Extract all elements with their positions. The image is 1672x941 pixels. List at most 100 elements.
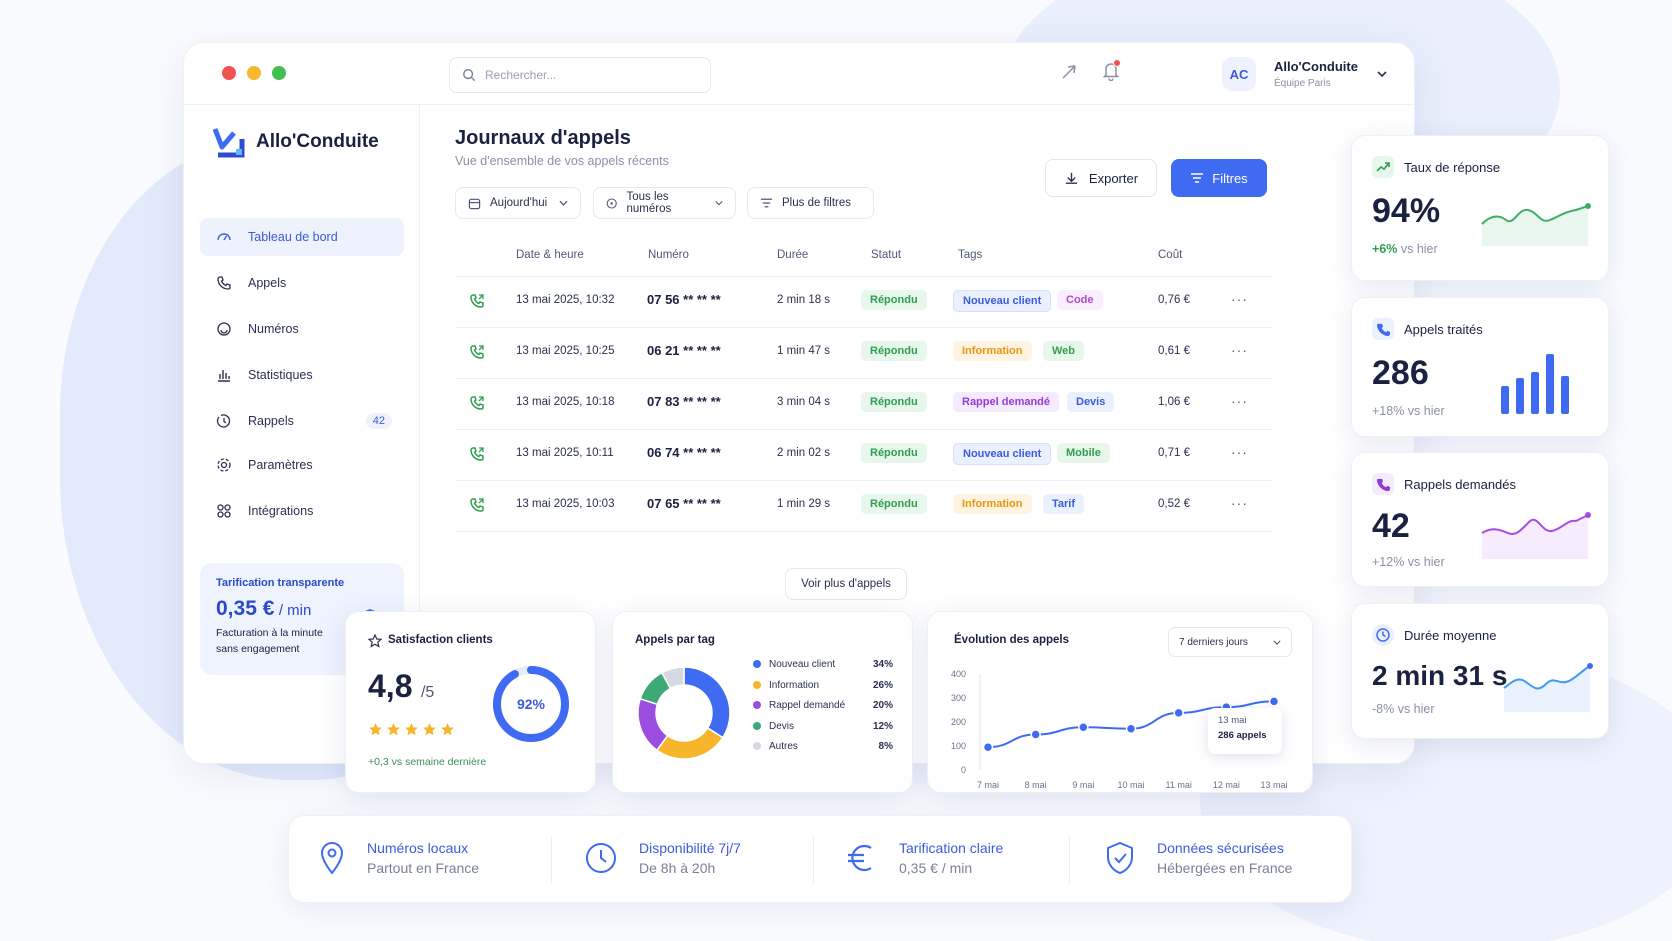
data-point[interactable] <box>1268 696 1280 707</box>
tag-badge: Nouveau client <box>953 290 1052 312</box>
donut-slice[interactable] <box>660 666 685 690</box>
legend-value: 26% <box>872 679 893 691</box>
data-point[interactable] <box>982 741 994 753</box>
column-header-tags[interactable]: Tags <box>958 249 983 261</box>
see-more-calls-button[interactable]: Voir plus d'appels <box>785 568 907 600</box>
user-name[interactable]: Allo'Conduite <box>1274 59 1358 74</box>
tag-badge: Tarif <box>1043 494 1085 514</box>
integrations-icon <box>216 503 232 519</box>
kpi-value: 286 <box>1372 354 1429 392</box>
kpi-value: 2 min 31 s <box>1372 660 1508 691</box>
y-tick-label: 400 <box>951 669 966 679</box>
table-row[interactable]: 13 mai 2025, 10:03 07 65 ** ** ** 1 min 29… <box>455 481 1273 532</box>
window-close-button[interactable] <box>222 66 236 80</box>
legend-label: Autres <box>769 741 798 752</box>
star-icon <box>386 722 401 742</box>
sidebar-item-integrations[interactable]: Intégrations <box>200 492 404 530</box>
row-actions-button[interactable]: ··· <box>1231 291 1248 307</box>
pricing-line2: sans engagement <box>216 643 300 655</box>
sidebar-item-calls[interactable]: Appels <box>200 264 404 302</box>
row-cost: 0,71 € <box>1158 447 1190 459</box>
data-point[interactable] <box>1173 707 1184 719</box>
column-header-date[interactable]: Date & heure <box>516 249 584 261</box>
table-row[interactable]: 13 mai 2025, 10:18 07 83 ** ** ** 3 min 04… <box>455 379 1273 430</box>
row-date: 13 mai 2025, 10:11 <box>516 447 614 459</box>
sidebar-item-dashboard[interactable]: Tableau de bord <box>200 218 404 256</box>
legend-label: Rappel demandé <box>769 700 846 711</box>
data-point[interactable] <box>1078 722 1089 733</box>
send-icon[interactable] <box>1060 63 1078 81</box>
donut-slice[interactable] <box>655 726 724 760</box>
table-row[interactable]: 13 mai 2025, 10:25 06 21 ** ** ** 1 min 47… <box>455 328 1273 379</box>
column-header-cost[interactable]: Coût <box>1158 249 1183 261</box>
table-row[interactable]: 13 mai 2025, 10:11 06 74 ** ** ** 2 min 02… <box>455 430 1273 481</box>
export-button[interactable]: Exporter <box>1045 159 1157 197</box>
sidebar-item-badge: 42 <box>365 413 392 429</box>
divider <box>813 836 814 884</box>
row-actions-button[interactable]: ··· <box>1231 495 1248 511</box>
feature-item: Données sécurisées Hébergées en France <box>1105 840 1292 876</box>
dashboard-icon <box>216 229 232 245</box>
y-tick-label: 0 <box>961 765 966 775</box>
sidebar-item-label: Paramètres <box>248 458 313 472</box>
feature-title: Données sécurisées <box>1157 840 1284 856</box>
donut-slice[interactable] <box>637 697 669 752</box>
data-point[interactable] <box>1030 729 1041 740</box>
tag-badge: Information <box>953 341 1032 361</box>
notifications-button[interactable] <box>1102 59 1121 86</box>
window-maximize-button[interactable] <box>272 66 286 80</box>
filters-button[interactable]: Filtres <box>1171 159 1267 197</box>
sidebar-item-label: Tableau de bord <box>248 230 338 244</box>
date-filter-dropdown[interactable]: Aujourd'hui <box>455 187 581 219</box>
donut-slice[interactable] <box>683 666 731 739</box>
row-number: 07 65 ** ** ** <box>647 496 721 511</box>
pricing-unit: / min <box>278 602 312 619</box>
kpi-delta: +6% <box>1372 242 1398 256</box>
export-label: Exporter <box>1088 170 1139 186</box>
chevron-down-icon[interactable] <box>1376 70 1388 78</box>
feature-subtitle: 0,35 € / min <box>899 860 973 876</box>
star-rating <box>368 722 455 742</box>
sidebar-item-numbers[interactable]: Numéros <box>200 310 404 348</box>
search-input[interactable]: Rechercher... <box>449 57 711 93</box>
filters-label: Filtres <box>1212 170 1248 186</box>
kpi-card-callbacks: Rappels demandés 42 +12% vs hier <box>1351 452 1609 587</box>
avatar[interactable]: AC <box>1222 57 1256 91</box>
column-header-number[interactable]: Numéro <box>648 249 689 261</box>
row-actions-button[interactable]: ··· <box>1231 393 1248 409</box>
window-minimize-button[interactable] <box>247 66 261 80</box>
divider <box>1069 836 1070 884</box>
pricing-line1: Facturation à la minute <box>216 627 323 639</box>
status-badge: Répondu <box>861 494 927 514</box>
kpi-label: Appels traités <box>1404 322 1483 337</box>
row-number: 06 21 ** ** ** <box>647 343 721 358</box>
notification-dot <box>1113 59 1121 67</box>
kpi-card-avg-duration: Durée moyenne 2 min 31 s -8% vs hier <box>1351 603 1609 739</box>
row-duration: 1 min 47 s <box>777 345 831 357</box>
sidebar-item-settings[interactable]: Paramètres <box>200 446 404 484</box>
numbers-filter-label: Tous les numéros <box>626 191 672 215</box>
feature-subtitle: Partout en France <box>367 860 480 876</box>
row-duration: 2 min 18 s <box>777 294 831 306</box>
phone-icon <box>216 275 232 291</box>
row-actions-button[interactable]: ··· <box>1231 444 1248 460</box>
status-badge: Répondu <box>861 443 927 463</box>
pricing-price: 0,35 € <box>216 597 275 620</box>
column-header-duration[interactable]: Durée <box>777 249 809 261</box>
row-date: 13 mai 2025, 10:25 <box>516 345 615 357</box>
search-icon <box>463 69 476 82</box>
status-badge: Répondu <box>861 392 927 412</box>
sidebar-item-statistics[interactable]: Statistiques <box>200 356 404 394</box>
brand-logo[interactable]: Allo'Conduite <box>212 125 379 159</box>
numbers-filter-dropdown[interactable]: Tous les numéros <box>593 187 736 219</box>
sidebar-item-reminders[interactable]: Rappels 42 <box>200 402 404 440</box>
table-row[interactable]: 13 mai 2025, 10:32 07 56 ** ** ** 2 min 18… <box>455 277 1273 328</box>
row-actions-button[interactable]: ··· <box>1231 342 1248 358</box>
data-point[interactable] <box>1125 723 1137 734</box>
legend-label: Nouveau client <box>769 659 836 670</box>
clock-icon <box>216 413 232 429</box>
tooltip-date: 13 mai <box>1218 715 1247 726</box>
column-header-status[interactable]: Statut <box>871 249 902 261</box>
more-filters-button[interactable]: Plus de filtres <box>747 187 874 219</box>
range-select[interactable]: 7 derniers jours <box>1168 627 1292 657</box>
